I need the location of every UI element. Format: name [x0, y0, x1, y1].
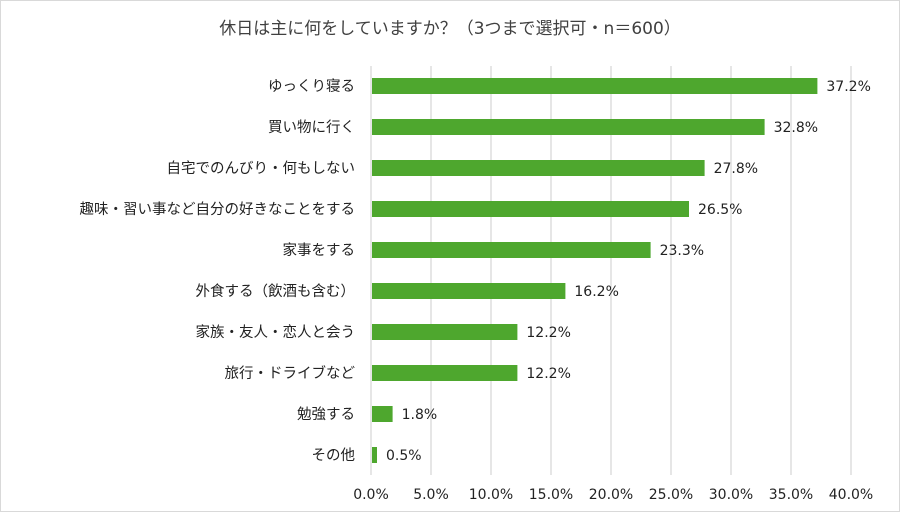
x-tick-label: 0.0% — [353, 487, 389, 503]
data-label: 12.2% — [526, 366, 570, 382]
category-label: 家族・友人・恋人と会う — [196, 323, 356, 341]
bar — [372, 406, 393, 422]
bar — [372, 324, 518, 340]
x-tick-label: 10.0% — [469, 487, 513, 503]
data-label: 32.8% — [774, 120, 818, 136]
data-label: 1.8% — [402, 407, 438, 423]
category-label: 趣味・習い事など自分の好きなことをする — [80, 201, 356, 218]
category-label: 買い物に行く — [268, 119, 355, 136]
bar — [372, 119, 765, 135]
data-label: 16.2% — [574, 284, 618, 300]
chart-title: 休日は主に何をしていますか？（3つまで選択可・n＝600） — [219, 19, 681, 39]
category-label: 外食する（飲酒も含む） — [196, 283, 356, 300]
category-label: ゆっくり寝る — [268, 77, 355, 95]
data-label: 23.3% — [660, 243, 704, 259]
data-label: 26.5% — [698, 202, 742, 218]
bar — [372, 242, 651, 258]
category-label: その他 — [312, 447, 356, 464]
x-tick-label: 40.0% — [829, 487, 873, 503]
category-label: 勉強する — [297, 406, 355, 423]
x-tick-label: 20.0% — [589, 487, 633, 503]
x-tick-label: 15.0% — [529, 487, 573, 503]
bar — [372, 160, 705, 176]
x-tick-label: 25.0% — [649, 487, 693, 503]
bar — [372, 78, 818, 94]
data-label: 12.2% — [526, 325, 570, 341]
bar — [372, 201, 689, 217]
x-tick-label: 5.0% — [413, 487, 449, 503]
data-label: 0.5% — [386, 448, 422, 464]
category-label: 旅行・ドライブなど — [225, 364, 356, 382]
x-tick-label: 30.0% — [709, 487, 753, 503]
bar — [372, 447, 377, 463]
data-label: 27.8% — [714, 161, 758, 177]
bar — [372, 365, 518, 381]
category-label: 家事をする — [283, 242, 356, 259]
x-tick-label: 35.0% — [769, 487, 813, 503]
bar — [372, 283, 566, 299]
category-label: 自宅でのんびり・何もしない — [167, 160, 356, 177]
data-label: 37.2% — [826, 79, 870, 95]
